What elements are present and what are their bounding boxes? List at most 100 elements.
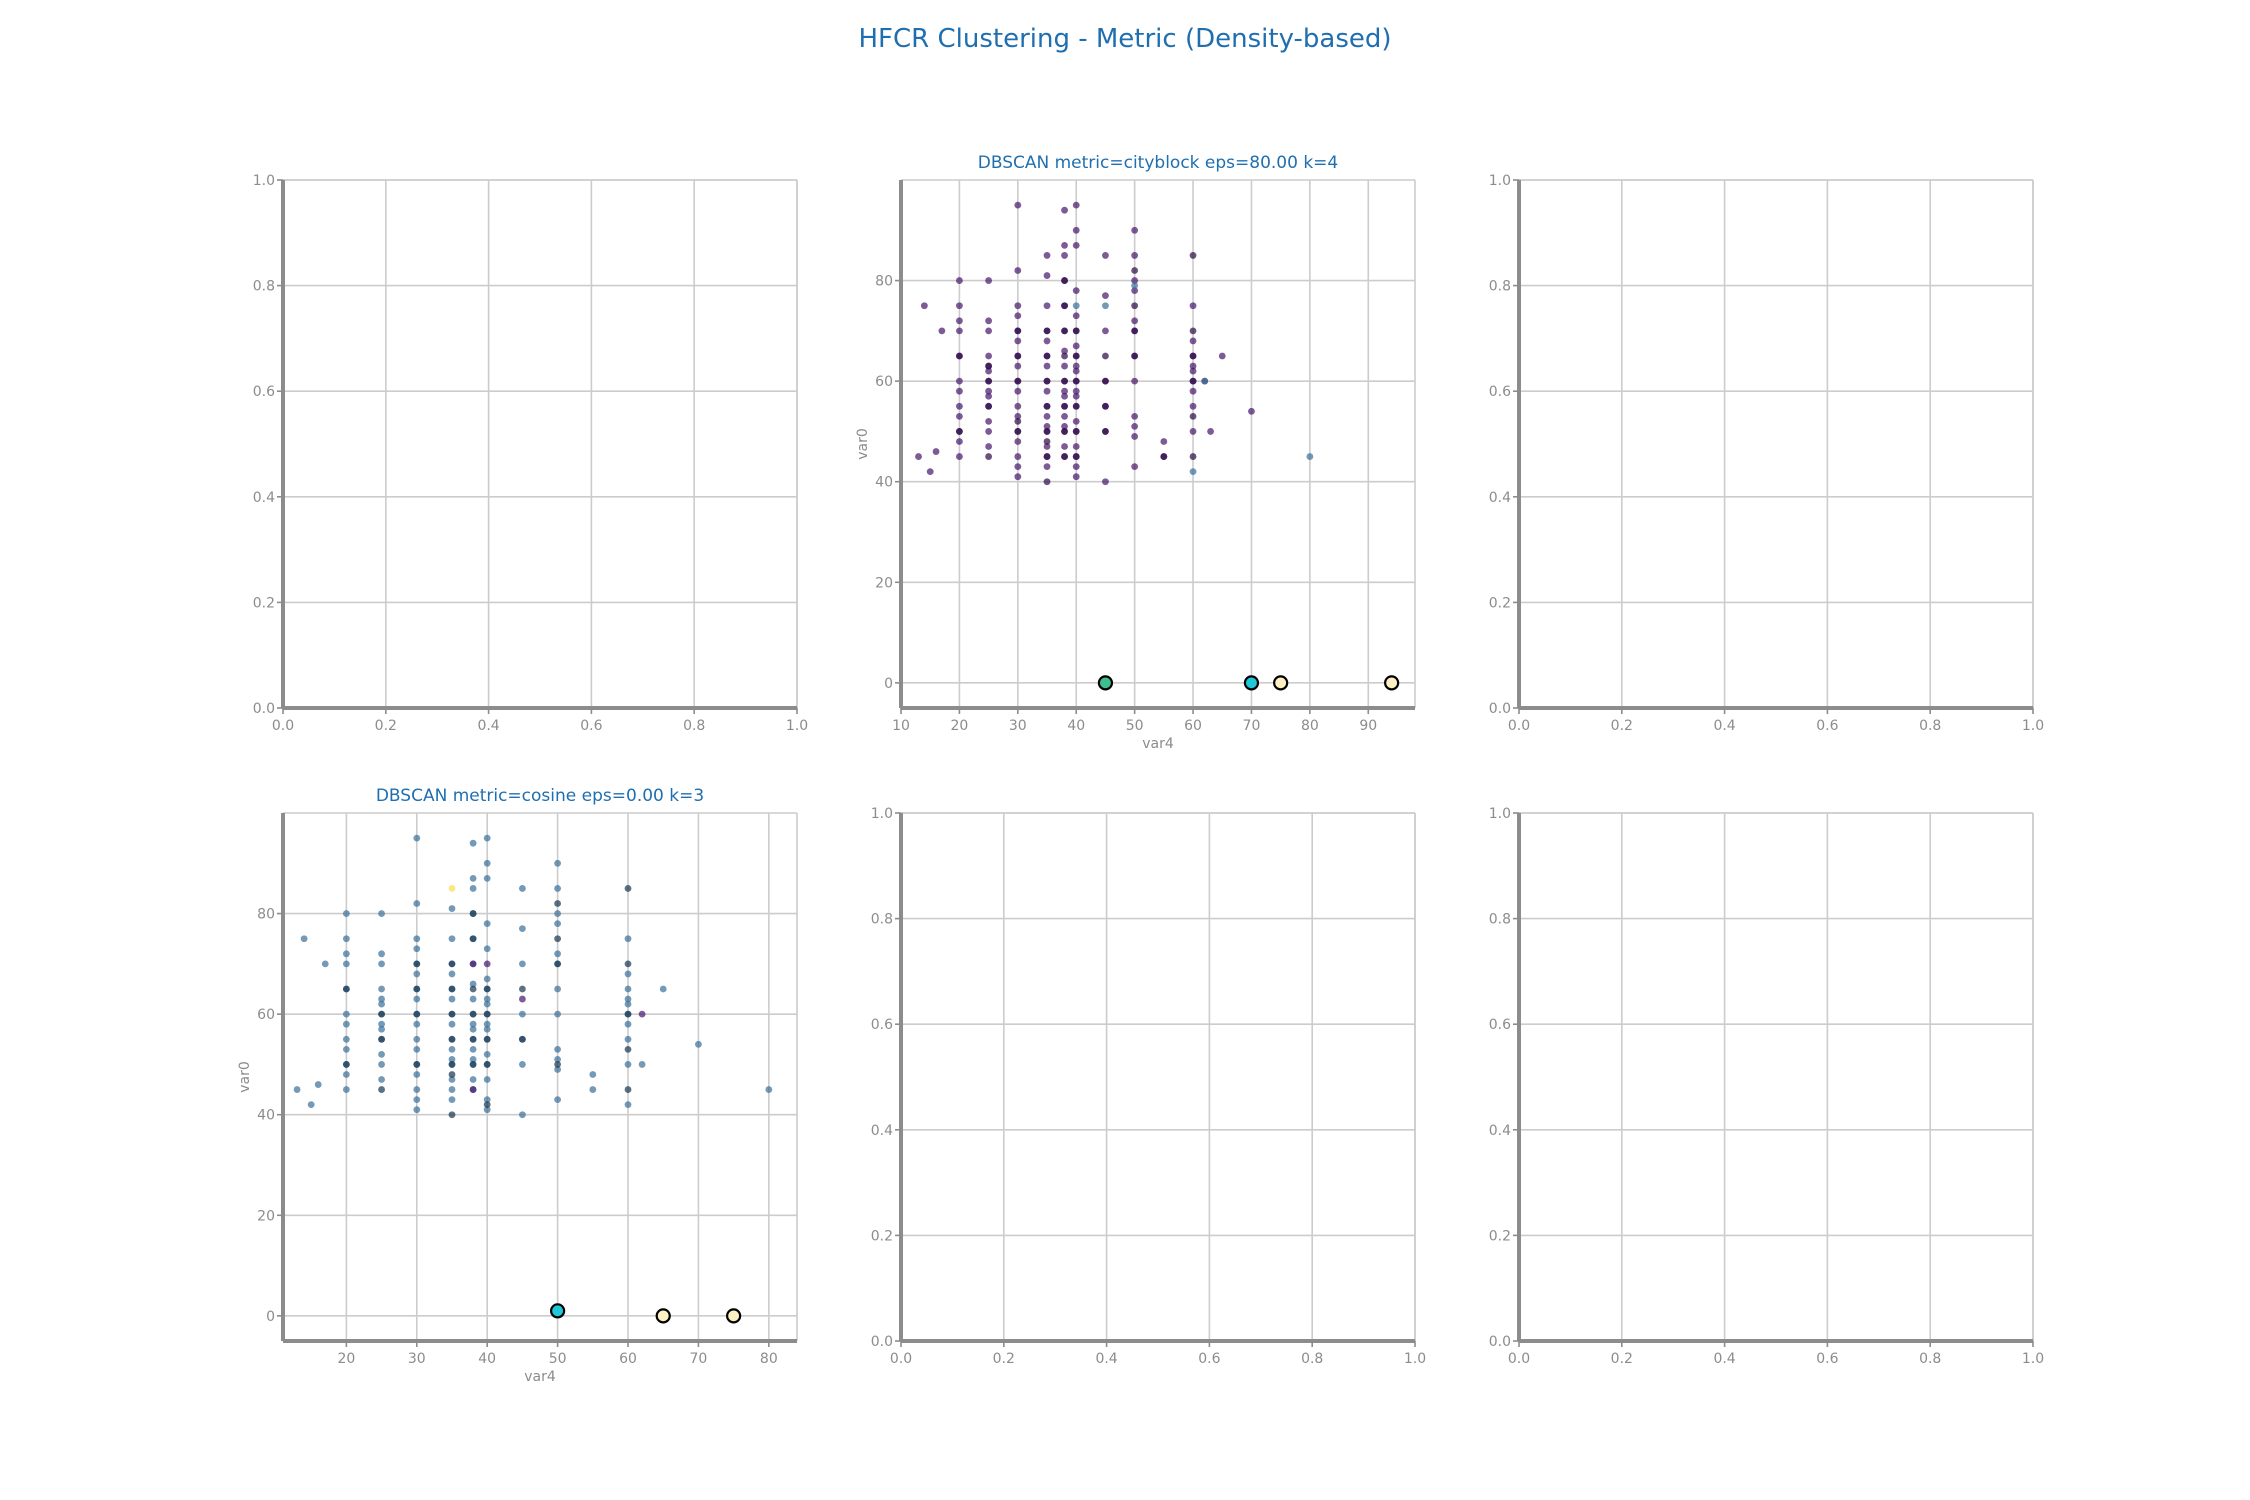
data-point (469, 995, 477, 1003)
data-point (448, 1020, 456, 1028)
data-point (956, 412, 963, 420)
data-point (342, 1061, 350, 1068)
data-point (1072, 377, 1080, 385)
data-point (483, 874, 491, 882)
data-point (483, 985, 491, 993)
data-point (448, 1056, 456, 1063)
data-point (469, 985, 477, 993)
data-point (469, 1010, 477, 1018)
data-point (956, 302, 963, 310)
data-point (378, 1020, 385, 1028)
data-point (985, 387, 993, 395)
data-point (624, 1020, 632, 1028)
subplot-bottom-left: 20 30 40 50 60 70 80 0 20 40 60 80 DBSCAN metric=cos… (237, 786, 798, 1385)
data-point (1014, 327, 1022, 335)
data-point (1014, 267, 1022, 274)
x-tick-label: 20 (337, 1351, 355, 1367)
data-point (1072, 367, 1080, 375)
data-point (469, 935, 477, 943)
data-point (483, 995, 491, 1003)
data-point (413, 1106, 421, 1114)
data-point (985, 417, 993, 425)
data-point (1201, 377, 1209, 385)
data-point (554, 859, 562, 867)
data-point (1131, 267, 1139, 274)
x-tick-label: 0.4 (477, 718, 499, 734)
figure-title: HFCR Clustering - Metric (Density-based) (858, 24, 1392, 54)
y-tick-label: 20 (875, 575, 893, 591)
data-point (378, 960, 385, 968)
data-point (985, 277, 993, 284)
data-point (1189, 377, 1197, 385)
x-tick-label: 0.2 (375, 718, 397, 734)
data-point (1014, 362, 1022, 370)
data-point (378, 1076, 385, 1083)
data-point (413, 945, 421, 953)
data-point (1131, 287, 1139, 295)
data-point (448, 1010, 456, 1018)
data-point (518, 925, 526, 933)
data-point (624, 960, 632, 968)
data-point (1043, 428, 1051, 435)
data-point (1043, 412, 1051, 420)
x-axis-label: var4 (1142, 736, 1174, 752)
data-point (1072, 362, 1080, 370)
x-tick-label: 0.4 (1095, 1351, 1117, 1367)
data-point (321, 960, 329, 968)
data-point (1102, 377, 1109, 385)
data-point (1061, 443, 1068, 450)
data-point (1061, 392, 1068, 400)
data-point (1061, 453, 1068, 460)
data-point (638, 1010, 646, 1018)
data-point (1189, 428, 1197, 435)
data-point (448, 1111, 456, 1119)
data-point (1218, 352, 1226, 360)
data-point (448, 995, 456, 1003)
data-point (448, 985, 456, 993)
data-point (469, 980, 477, 988)
subplot-bottom-right: 0.0 0.2 0.4 0.6 0.8 1.0 0.0 0.2 0.4 0.6 0.8 1.0 (1489, 806, 2044, 1367)
data-point (554, 950, 562, 958)
data-point (1043, 387, 1051, 395)
data-point (554, 885, 562, 892)
data-point (413, 834, 421, 842)
data-point (342, 950, 350, 958)
x-tick-label: 0.8 (683, 718, 705, 734)
data-point (1061, 412, 1068, 420)
data-point (1248, 407, 1255, 415)
data-point (518, 1061, 526, 1068)
data-point (985, 367, 993, 375)
data-point (1014, 428, 1022, 435)
x-tick-label: 10 (892, 718, 910, 734)
data-point (1014, 337, 1022, 345)
x-tick-label: 0.0 (890, 1351, 912, 1367)
x-tick-label: 0.8 (1919, 1351, 1941, 1367)
data-point (469, 910, 477, 917)
x-tick-label: 1.0 (786, 718, 808, 734)
data-point (554, 1045, 562, 1053)
data-point (518, 885, 526, 892)
data-point (915, 453, 922, 460)
y-tick-label: 0.8 (1489, 912, 1511, 928)
data-point (448, 1086, 456, 1093)
scatter-series-1 (342, 885, 632, 1119)
data-point (483, 1101, 491, 1109)
subplot-bottom-middle: 0.0 0.2 0.4 0.6 0.8 1.0 0.0 0.2 0.4 0.6 0.8 1.0 (871, 806, 1426, 1367)
data-point (518, 985, 526, 993)
data-point (1072, 463, 1080, 471)
x-tick-label: 40 (1067, 718, 1085, 734)
y-tick-label: 0.8 (253, 279, 275, 295)
scatter-series-0 (293, 834, 773, 1119)
data-point (469, 1035, 477, 1043)
data-point (469, 1045, 477, 1053)
data-point (1014, 412, 1022, 420)
x-tick-label: 60 (1184, 718, 1202, 734)
data-point (695, 1040, 702, 1048)
data-point (469, 1056, 477, 1063)
data-point (554, 1096, 562, 1104)
data-point (1131, 463, 1139, 471)
data-point (378, 1050, 385, 1058)
data-point (1014, 453, 1022, 460)
data-point (985, 402, 993, 410)
y-tick-label: 0.6 (871, 1017, 893, 1033)
